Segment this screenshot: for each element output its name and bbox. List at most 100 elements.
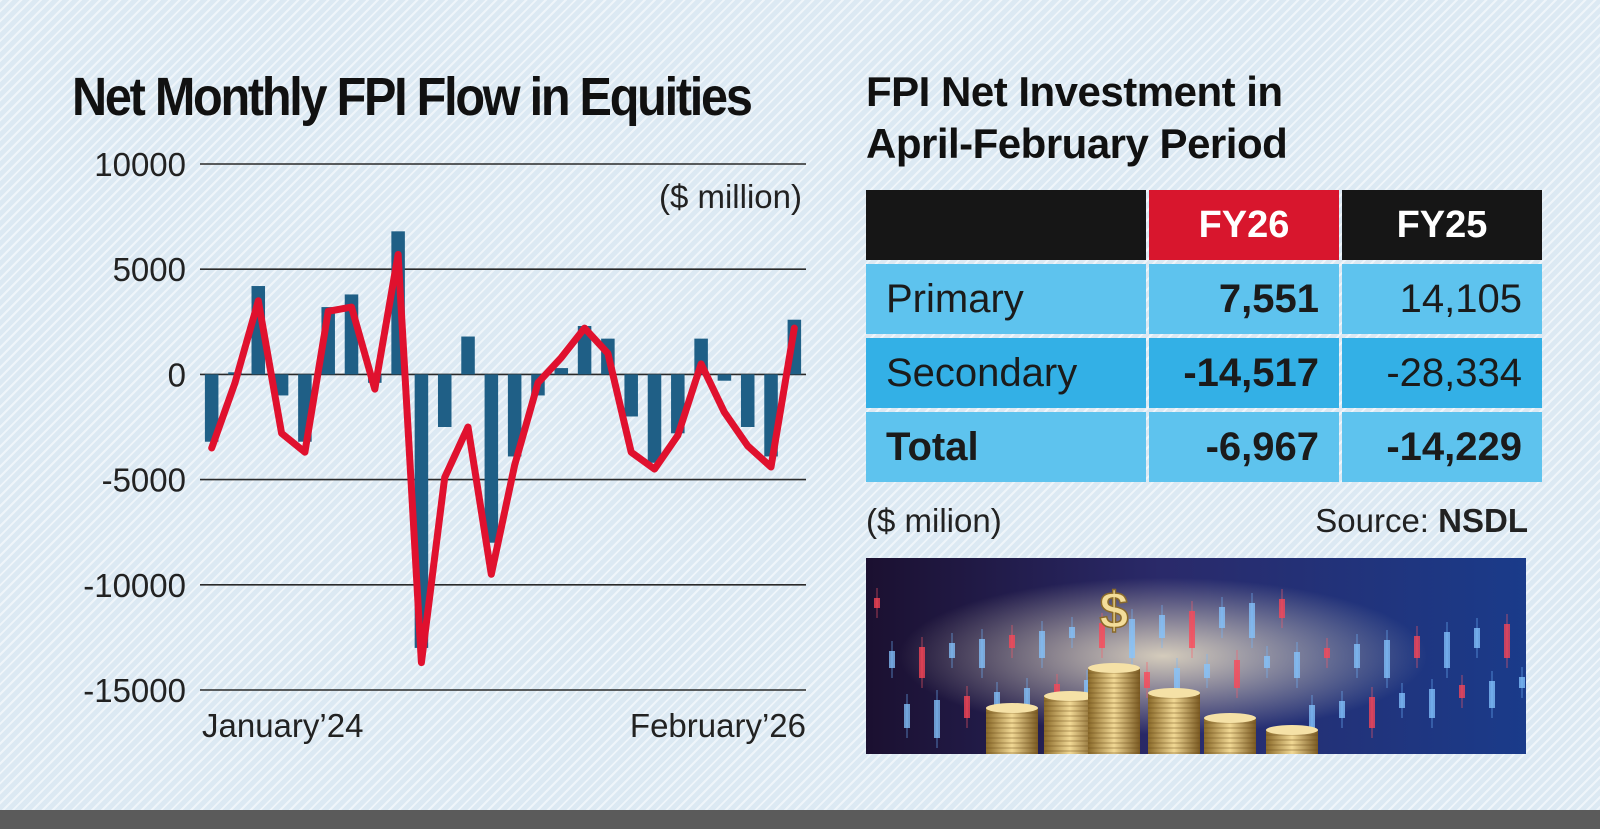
coin-top (986, 703, 1038, 713)
footer-band (0, 810, 1600, 829)
bar (204, 374, 219, 442)
candle-body (1204, 664, 1210, 678)
chart-unit-label: ($ million) (659, 178, 802, 215)
coin-stack (1148, 693, 1200, 754)
row-label: Primary (866, 264, 1146, 334)
candle-body (904, 704, 910, 728)
coin-top (1266, 725, 1318, 735)
row-label: Total (866, 412, 1146, 482)
y-tick-label: 10000 (94, 146, 186, 183)
bar-series (204, 231, 802, 648)
cell-fy26: -14,517 (1149, 338, 1339, 408)
candle-body (889, 651, 895, 668)
bar (554, 368, 569, 375)
candle-body (1039, 631, 1045, 658)
row-label: Secondary (866, 338, 1146, 408)
candle-body (1294, 652, 1300, 678)
candle-body (1144, 672, 1150, 688)
candle-body (1174, 668, 1180, 698)
y-tick-label: 0 (168, 356, 186, 393)
y-tick-label: -5000 (102, 462, 186, 499)
x-axis-end-label: February’26 (630, 707, 806, 744)
table-header-empty (866, 190, 1146, 260)
table-row-secondary: Secondary -14,517 -28,334 (866, 338, 1542, 408)
candle-body (1264, 656, 1270, 668)
cell-fy25: -14,229 (1342, 412, 1542, 482)
bar (624, 374, 638, 417)
source-name: NSDL (1438, 502, 1528, 539)
y-tick-label: -15000 (83, 672, 186, 709)
candle-body (1234, 660, 1240, 688)
bar (717, 374, 732, 381)
coin-top (1044, 691, 1096, 701)
candle-body (1489, 681, 1495, 708)
candle-body (1069, 627, 1075, 638)
candle-body (1519, 677, 1525, 688)
candle-body (1159, 615, 1165, 638)
candle-body (964, 696, 970, 718)
dollar-coins-candlestick-photo: $ (866, 558, 1526, 754)
coin-top (1088, 663, 1140, 673)
candle-body (1324, 648, 1330, 658)
candle-body (1249, 603, 1255, 638)
bar (484, 374, 499, 543)
bar (507, 374, 522, 457)
table-title: FPI Net Investment in April-February Per… (866, 66, 1288, 170)
header-fy26: FY26 (1149, 190, 1339, 260)
bar (437, 374, 452, 427)
bar (740, 374, 755, 427)
source-credit: Source: NSDL (1315, 502, 1528, 540)
gridlines (200, 163, 806, 691)
candle-body (1429, 689, 1435, 718)
bar (577, 326, 592, 375)
y-tick-label: 5000 (113, 251, 186, 288)
coin-top (1148, 688, 1200, 698)
coin-top (1204, 713, 1256, 723)
candle-body (919, 647, 925, 678)
cell-fy26: 7,551 (1149, 264, 1339, 334)
candle-body (1084, 680, 1090, 698)
candle-body (874, 598, 880, 608)
candle-body (1129, 619, 1135, 658)
candle-body (1504, 624, 1510, 658)
table-row-total: Total -6,967 -14,229 (866, 412, 1542, 482)
candle-body (1279, 599, 1285, 618)
source-prefix: Source: (1315, 502, 1429, 539)
candle-body (1009, 635, 1015, 648)
candle-body (1414, 636, 1420, 658)
candle-body (1309, 705, 1315, 738)
table-row-primary: Primary 7,551 14,105 (866, 264, 1542, 334)
candle-body (1339, 701, 1345, 718)
line-series-path (208, 251, 798, 667)
y-axis-ticks: 10000 5000 0 -5000 -10000 -15000 (83, 146, 186, 709)
candle-body (1399, 693, 1405, 708)
cell-fy26: -6,967 (1149, 412, 1339, 482)
candle-body (934, 700, 940, 738)
line-series (208, 251, 798, 667)
candle-body (1459, 685, 1465, 698)
bar (461, 336, 475, 375)
table-title-line2: April-February Period (866, 120, 1288, 167)
candle-body (1444, 632, 1450, 668)
candle-body (1369, 697, 1375, 728)
fpi-investment-table: FY26 FY25 Primary 7,551 14,105 Secondary… (863, 186, 1545, 486)
candle-body (1024, 688, 1030, 708)
candle-body (1219, 607, 1225, 628)
candle-body (1189, 611, 1195, 648)
table-title-line1: FPI Net Investment in (866, 68, 1283, 115)
candle-body (1474, 628, 1480, 648)
coin-stack (1088, 668, 1140, 754)
header-fy25: FY25 (1342, 190, 1542, 260)
y-tick-label: -10000 (83, 567, 186, 604)
coin-stack (1204, 718, 1256, 754)
cell-fy25: 14,105 (1342, 264, 1542, 334)
coin-stacks (986, 663, 1318, 754)
coin-stack (986, 708, 1038, 754)
dollar-symbol: $ (1100, 582, 1129, 640)
candle-body (1384, 640, 1390, 678)
bar (274, 374, 289, 396)
table-header-row: FY26 FY25 (866, 190, 1542, 260)
candle-body (1354, 644, 1360, 668)
bar (647, 374, 662, 463)
